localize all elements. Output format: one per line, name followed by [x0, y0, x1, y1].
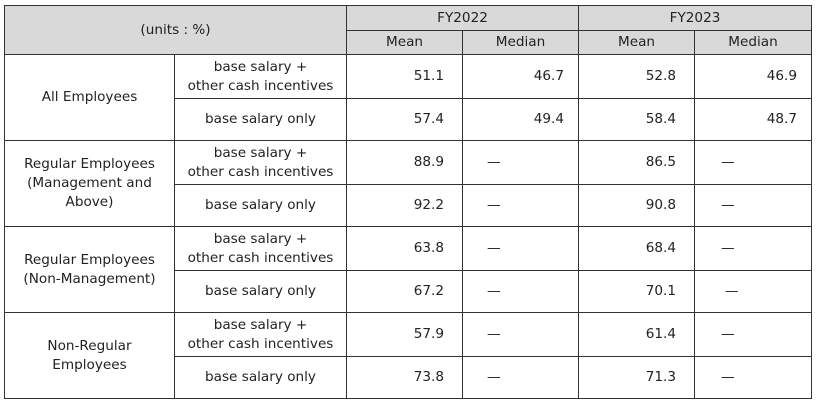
pay-gap-table: (units : %) FY2022 FY2023 Mean Median Me… — [3, 5, 813, 399]
salary-type-label: base salary only — [173, 98, 348, 141]
units-label: (units : %) — [3, 5, 348, 55]
fy2022-median-value: — — [462, 184, 580, 227]
fy2023-mean-value: 61.4 — [578, 312, 696, 357]
fy2022-median-value: — — [462, 356, 580, 399]
fy2023-mean-value: 86.5 — [578, 140, 696, 185]
table-row: Regular Employees (Management and Above)… — [4, 140, 813, 227]
fy2022-median-value: — — [462, 226, 580, 271]
fy2022-mean-value: 51.1 — [346, 54, 464, 99]
salary-type-label: base salary only — [173, 270, 348, 313]
fy2023-mean-value: 58.4 — [578, 98, 696, 141]
table-row: All Employees base salary + other cash in… — [4, 54, 813, 141]
employee-group-label: Regular Employees (Non-Management) — [4, 226, 175, 313]
table-row: base salary only 57.4 49.4 58.4 48.7 — [5, 98, 813, 141]
table-row: Regular Employees (Non-Management) base s… — [4, 226, 813, 313]
fy2023-mean-value: 70.1 — [578, 270, 696, 313]
table-row: Non-Regular Employees base salary + other… — [4, 312, 813, 399]
fy2022-median-value: 46.7 — [462, 54, 580, 99]
fy2023-median-value: — — [694, 184, 813, 227]
fy2022-median-value: — — [462, 312, 580, 357]
fy2023-median-value: — — [694, 270, 813, 313]
fy2022-mean-value: 63.8 — [346, 226, 464, 271]
salary-type-label: base salary only — [173, 356, 348, 399]
fy2022-median-value: — — [462, 140, 580, 185]
fy2023-median-value: — — [694, 226, 813, 271]
year-header-fy2022: FY2022 — [346, 5, 580, 31]
salary-type-label: base salary + other cash incentives — [173, 226, 348, 271]
fy2023-median-header: Median — [694, 30, 813, 55]
fy2022-mean-value: 88.9 — [346, 140, 464, 185]
employee-group-label: All Employees — [4, 54, 175, 141]
fy2022-mean-value: 73.8 — [346, 356, 464, 399]
table-row: base salary only 73.8—71.3— — [5, 356, 813, 399]
fy2023-mean-value: 52.8 — [578, 54, 696, 99]
fy2023-mean-value: 71.3 — [578, 356, 696, 399]
fy2023-mean-value: 90.8 — [578, 184, 696, 227]
employee-group-label: Regular Employees (Management and Above) — [4, 140, 175, 227]
fy2023-median-value: — — [694, 140, 813, 185]
header-row-years: (units : %) FY2022 FY2023 — [3, 5, 813, 55]
table-row: base salary only 67.2—70.1— — [5, 270, 813, 313]
fy2023-median-value: 46.9 — [694, 54, 813, 99]
fy2023-median-value: — — [694, 356, 813, 399]
fy2022-mean-value: 92.2 — [346, 184, 464, 227]
fy2022-median-value: — — [462, 270, 580, 313]
year-header-fy2023: FY2023 — [578, 5, 813, 31]
fy2022-mean-value: 67.2 — [346, 270, 464, 313]
fy2022-mean-value: 57.9 — [346, 312, 464, 357]
fy2022-mean-value: 57.4 — [346, 98, 464, 141]
fy2023-median-value: 48.7 — [694, 98, 813, 141]
salary-type-label: base salary only — [173, 184, 348, 227]
fy2022-median-header: Median — [462, 30, 580, 55]
fy2023-median-value: — — [694, 312, 813, 357]
header-row-stats: Mean Median Mean Median — [5, 30, 813, 55]
fy2023-mean-header: Mean — [578, 30, 696, 55]
fy2022-median-value: 49.4 — [462, 98, 580, 141]
fy2022-mean-header: Mean — [346, 30, 464, 55]
employee-group-label: Non-Regular Employees — [4, 312, 175, 399]
salary-type-label: base salary + other cash incentives — [173, 312, 348, 357]
fy2023-mean-value: 68.4 — [578, 226, 696, 271]
salary-type-label: base salary + other cash incentives — [173, 140, 348, 185]
salary-type-label: base salary + other cash incentives — [173, 54, 348, 99]
